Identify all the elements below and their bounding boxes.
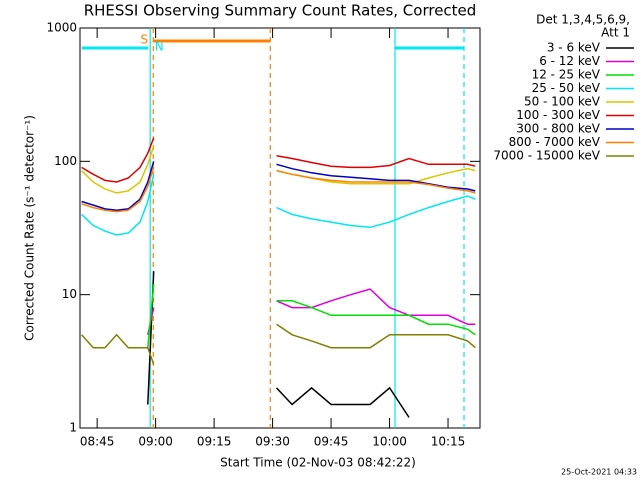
legend-label: 3 - 6 keV [547,41,601,55]
series-line [147,271,410,418]
y-axis-title: Corrected Count Rate (s⁻¹ detector⁻¹) [23,115,37,341]
x-tick-label: 09:30 [255,435,290,449]
series-line [81,161,476,211]
legend-label: 6 - 12 keV [539,54,601,68]
x-tick-label: 10:00 [372,435,407,449]
series-line [147,288,476,335]
y-tick-label: 1000 [46,21,77,35]
x-tick-label: 10:15 [431,435,466,449]
y-tick-label: 1 [69,421,77,435]
x-tick-label: 09:45 [314,435,349,449]
legend-label: 100 - 300 keV [516,108,600,122]
x-tick-label: 09:00 [138,435,173,449]
legend-label: 300 - 800 keV [516,122,600,136]
x-tick-label: 09:15 [197,435,232,449]
series-line [81,167,476,213]
legend-label: 12 - 25 keV [532,68,601,82]
legend-header: Det 1,3,4,5,6,9, [536,13,630,27]
legend-label: 7000 - 15000 keV [493,149,600,163]
series-line [81,174,476,236]
legend-header: Att 1 [601,26,630,40]
legend-label: 50 - 100 keV [524,95,601,109]
flag-label: N [155,40,164,54]
x-axis-title: Start Time (02-Nov-03 08:42:22) [220,456,416,470]
legend-label: 800 - 7000 keV [509,135,601,149]
chart-title: RHESSI Observing Summary Count Rates, Co… [84,2,477,20]
plot-frame [79,27,481,429]
y-tick-label: 10 [62,287,77,301]
series-line [81,145,476,194]
flag-label: S [140,33,148,47]
footer: 25-Oct-2021 04:33 [561,468,637,477]
x-tick-label: 08:45 [80,435,115,449]
legend-label: 25 - 50 keV [532,81,601,95]
series-line [81,137,476,183]
y-tick-label: 100 [54,154,77,168]
series-line [147,284,476,348]
series-line [81,323,476,365]
